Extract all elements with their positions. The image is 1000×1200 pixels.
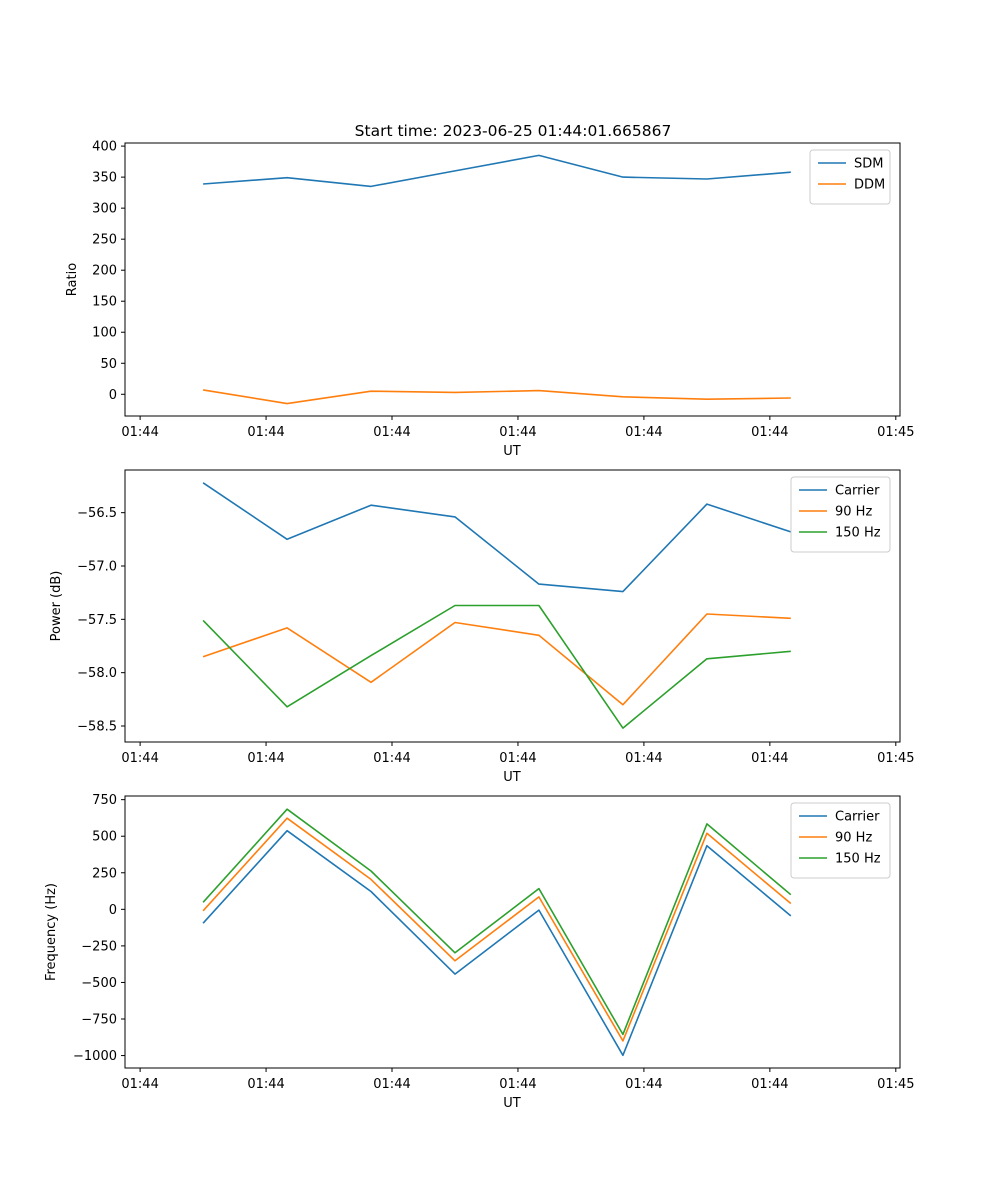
legend-box bbox=[790, 802, 891, 879]
y-tick-label: 50 bbox=[100, 357, 117, 372]
x-tick-label: 01:44 bbox=[625, 1077, 662, 1092]
y-tick-label: −1000 bbox=[73, 1049, 117, 1064]
series-line-carrier bbox=[202, 829, 792, 1057]
y-tick-label: −58.5 bbox=[77, 720, 117, 735]
y-tick-label: −750 bbox=[81, 1013, 117, 1028]
x-tick-label: 01:44 bbox=[121, 425, 158, 440]
power-panel: 01:44 01:44 01:44 01:44 01:44 01:44 01:45 −58.5… bbox=[49, 469, 915, 785]
x-tick-label: 01:44 bbox=[121, 1077, 158, 1092]
x-tick-label: 01:44 bbox=[625, 425, 662, 440]
legend-label: 150 Hz bbox=[835, 526, 881, 541]
y-tick-label: 250 bbox=[92, 233, 117, 248]
legend-label: Carrier bbox=[835, 810, 880, 825]
y-tick-label: 500 bbox=[92, 830, 117, 845]
x-tick-label: 01:44 bbox=[121, 751, 158, 766]
x-tick-label: 01:44 bbox=[751, 425, 788, 440]
y-tick-label: 0 bbox=[109, 903, 117, 918]
x-axis-label: UT bbox=[503, 1096, 521, 1111]
y-tick-label: 350 bbox=[92, 171, 117, 186]
plot-frame bbox=[124, 469, 901, 743]
legend-label: 150 Hz bbox=[835, 852, 881, 867]
x-tick-label: 01:44 bbox=[373, 1077, 410, 1092]
legend-label: DDM bbox=[854, 178, 885, 193]
x-tick-label: 01:44 bbox=[499, 751, 536, 766]
y-tick-label: −500 bbox=[81, 976, 117, 991]
series-line-150-hz bbox=[202, 604, 791, 729]
x-tick-label: 01:45 bbox=[877, 1077, 914, 1092]
y-tick-label: 300 bbox=[92, 202, 117, 217]
x-tick-label: 01:44 bbox=[751, 1077, 788, 1092]
plot-frame bbox=[124, 795, 901, 1069]
x-tick-label: 01:45 bbox=[877, 425, 914, 440]
series-line-90-hz bbox=[202, 613, 791, 706]
y-tick-label: −57.5 bbox=[77, 613, 117, 628]
legend-label: Carrier bbox=[835, 484, 880, 499]
plot-frame bbox=[124, 142, 901, 417]
series-line-sdm bbox=[203, 154, 791, 188]
chart-title: Start time: 2023-06-25 01:44:01.665867 bbox=[355, 122, 672, 140]
series-line-90-hz bbox=[202, 817, 792, 1042]
y-tick-label: 0 bbox=[109, 388, 117, 403]
y-tick-label: −58.0 bbox=[77, 666, 117, 681]
x-tick-label: 01:44 bbox=[625, 751, 662, 766]
y-axis-label: Ratio bbox=[65, 263, 80, 296]
x-tick-label: 01:44 bbox=[247, 751, 284, 766]
legend-label: 90 Hz bbox=[835, 505, 872, 520]
x-tick-label: 01:45 bbox=[877, 751, 914, 766]
ratio-panel: 01:44 01:44 01:44 01:44 01:44 01:44 01:45 0 50 10… bbox=[65, 140, 915, 459]
x-tick-label: 01:44 bbox=[499, 1077, 536, 1092]
series-line-carrier bbox=[202, 482, 792, 593]
x-tick-label: 01:44 bbox=[373, 751, 410, 766]
frequency-panel: 01:44 01:44 01:44 01:44 01:44 01:44 01:45 −1000… bbox=[44, 793, 915, 1111]
y-tick-label: 750 bbox=[92, 793, 117, 808]
x-tick-label: 01:44 bbox=[499, 425, 536, 440]
x-tick-label: 01:44 bbox=[751, 751, 788, 766]
y-axis-label: Power (dB) bbox=[49, 571, 64, 642]
x-axis-label: UT bbox=[503, 444, 521, 459]
y-tick-label: 250 bbox=[92, 866, 117, 881]
series-line-ddm bbox=[202, 389, 791, 405]
legend-label: 90 Hz bbox=[835, 831, 872, 846]
y-tick-label: 100 bbox=[92, 326, 117, 341]
series-line-150-hz bbox=[202, 808, 792, 1036]
y-axis-label: Frequency (Hz) bbox=[44, 883, 59, 981]
y-tick-label: 150 bbox=[92, 295, 117, 310]
x-tick-label: 01:44 bbox=[373, 425, 410, 440]
y-tick-label: −250 bbox=[81, 939, 117, 954]
y-tick-label: 200 bbox=[92, 264, 117, 279]
x-tick-label: 01:44 bbox=[247, 425, 284, 440]
y-tick-label: −57.0 bbox=[77, 560, 117, 575]
y-tick-label: −56.5 bbox=[77, 506, 117, 521]
legend-label: SDM bbox=[854, 157, 883, 172]
legend-box bbox=[790, 476, 891, 553]
y-tick-label: 400 bbox=[92, 140, 117, 155]
x-axis-label: UT bbox=[503, 770, 521, 785]
x-tick-label: 01:44 bbox=[247, 1077, 284, 1092]
